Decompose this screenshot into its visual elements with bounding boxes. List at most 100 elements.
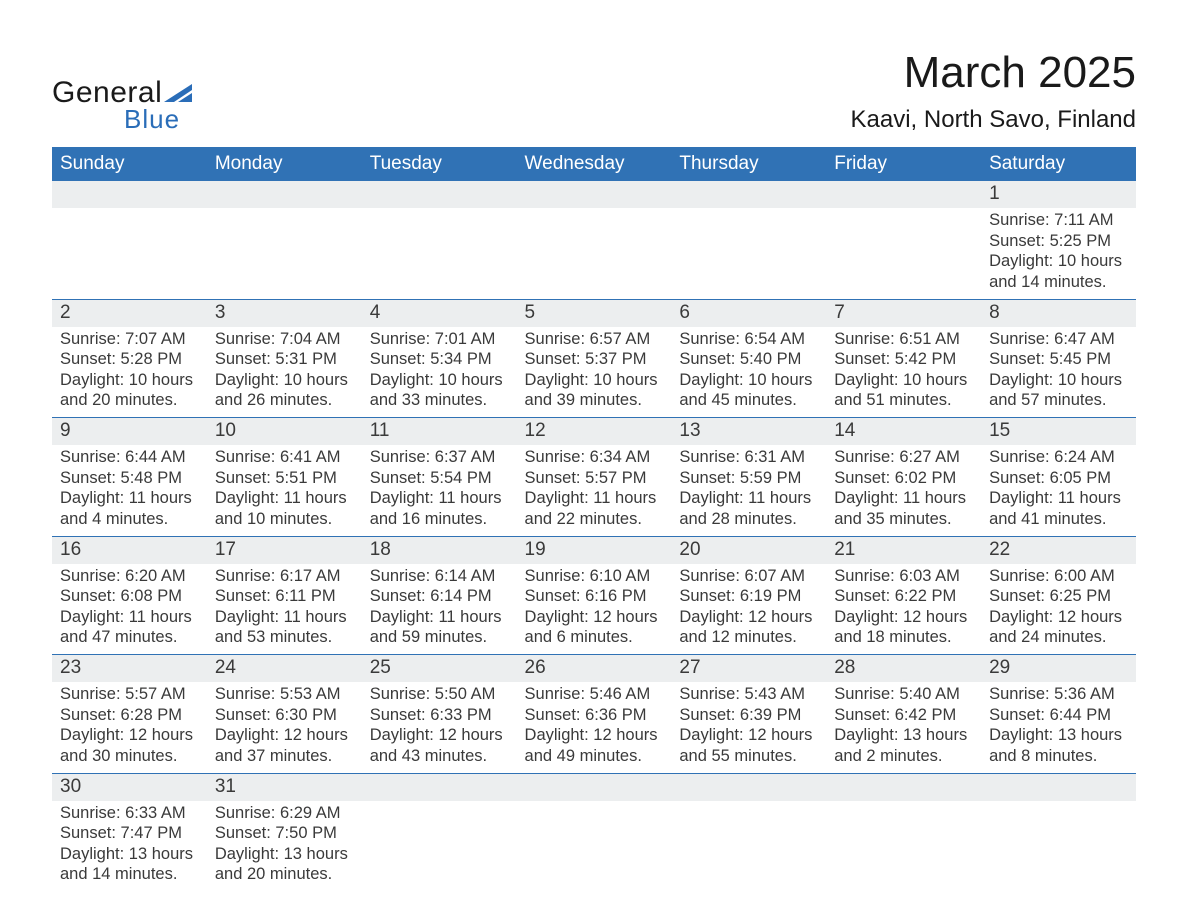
page-subtitle: Kaavi, North Savo, Finland [851,106,1136,134]
sunrise-line: Sunrise: 5:46 AM [525,684,664,705]
sunset-line: Sunset: 6:30 PM [215,705,354,726]
calendar-day-cell: 10Sunrise: 6:41 AMSunset: 5:51 PMDayligh… [207,417,362,536]
day-number: 28 [826,655,981,682]
calendar-day-cell: 3Sunrise: 7:04 AMSunset: 5:31 PMDaylight… [207,299,362,418]
sunset-line: Sunset: 6:19 PM [679,586,818,607]
sunrise-line: Sunrise: 5:50 AM [370,684,509,705]
day-details: Sunrise: 6:41 AMSunset: 5:51 PMDaylight:… [207,445,362,536]
day-number [981,774,1136,801]
calendar-week-row: 2Sunrise: 7:07 AMSunset: 5:28 PMDaylight… [52,299,1136,418]
daylight-line: Daylight: 11 hours and 41 minutes. [989,488,1128,529]
day-details: Sunrise: 5:50 AMSunset: 6:33 PMDaylight:… [362,682,517,773]
calendar-day-cell: 7Sunrise: 6:51 AMSunset: 5:42 PMDaylight… [826,299,981,418]
calendar-day-cell [207,181,362,299]
day-number: 18 [362,537,517,564]
day-number: 27 [671,655,826,682]
daylight-line: Daylight: 11 hours and 59 minutes. [370,607,509,648]
daylight-line: Daylight: 12 hours and 30 minutes. [60,725,199,766]
day-details: Sunrise: 6:34 AMSunset: 5:57 PMDaylight:… [517,445,672,536]
page-title: March 2025 [851,48,1136,98]
day-details: Sunrise: 6:20 AMSunset: 6:08 PMDaylight:… [52,564,207,655]
sunset-line: Sunset: 6:42 PM [834,705,973,726]
sunset-line: Sunset: 5:40 PM [679,349,818,370]
calendar-day-cell: 17Sunrise: 6:17 AMSunset: 6:11 PMDayligh… [207,536,362,655]
calendar-day-cell [52,181,207,299]
daylight-line: Daylight: 10 hours and 51 minutes. [834,370,973,411]
day-number: 10 [207,418,362,445]
day-details: Sunrise: 5:53 AMSunset: 6:30 PMDaylight:… [207,682,362,773]
day-details [362,208,517,216]
daylight-line: Daylight: 12 hours and 37 minutes. [215,725,354,766]
day-details: Sunrise: 6:27 AMSunset: 6:02 PMDaylight:… [826,445,981,536]
calendar-day-cell: 25Sunrise: 5:50 AMSunset: 6:33 PMDayligh… [362,654,517,773]
day-details: Sunrise: 6:54 AMSunset: 5:40 PMDaylight:… [671,327,826,418]
calendar-day-cell: 31Sunrise: 6:29 AMSunset: 7:50 PMDayligh… [207,773,362,892]
weekday-header-row: Sunday Monday Tuesday Wednesday Thursday… [52,147,1136,181]
calendar-day-cell [517,773,672,892]
calendar-day-cell: 5Sunrise: 6:57 AMSunset: 5:37 PMDaylight… [517,299,672,418]
calendar-day-cell [362,181,517,299]
sunrise-line: Sunrise: 5:57 AM [60,684,199,705]
day-details: Sunrise: 6:00 AMSunset: 6:25 PMDaylight:… [981,564,1136,655]
brand-triangle-icon [164,80,192,102]
calendar-day-cell: 18Sunrise: 6:14 AMSunset: 6:14 PMDayligh… [362,536,517,655]
daylight-line: Daylight: 12 hours and 55 minutes. [679,725,818,766]
sunset-line: Sunset: 7:47 PM [60,823,199,844]
day-details [207,208,362,216]
day-number [826,774,981,801]
day-details: Sunrise: 5:46 AMSunset: 6:36 PMDaylight:… [517,682,672,773]
sunrise-line: Sunrise: 6:47 AM [989,329,1128,350]
day-number: 21 [826,537,981,564]
sunrise-line: Sunrise: 6:10 AM [525,566,664,587]
daylight-line: Daylight: 11 hours and 35 minutes. [834,488,973,529]
daylight-line: Daylight: 10 hours and 20 minutes. [60,370,199,411]
daylight-line: Daylight: 10 hours and 45 minutes. [679,370,818,411]
day-details: Sunrise: 6:24 AMSunset: 6:05 PMDaylight:… [981,445,1136,536]
calendar-week-row: 9Sunrise: 6:44 AMSunset: 5:48 PMDaylight… [52,417,1136,536]
sunset-line: Sunset: 6:25 PM [989,586,1128,607]
sunrise-line: Sunrise: 5:43 AM [679,684,818,705]
day-details: Sunrise: 7:04 AMSunset: 5:31 PMDaylight:… [207,327,362,418]
day-number: 15 [981,418,1136,445]
calendar-day-cell: 8Sunrise: 6:47 AMSunset: 5:45 PMDaylight… [981,299,1136,418]
day-details [517,801,672,809]
calendar-week-row: 23Sunrise: 5:57 AMSunset: 6:28 PMDayligh… [52,654,1136,773]
calendar-day-cell: 29Sunrise: 5:36 AMSunset: 6:44 PMDayligh… [981,654,1136,773]
daylight-line: Daylight: 10 hours and 14 minutes. [989,251,1128,292]
sunrise-line: Sunrise: 7:04 AM [215,329,354,350]
sunrise-line: Sunrise: 5:53 AM [215,684,354,705]
sunset-line: Sunset: 5:51 PM [215,468,354,489]
daylight-line: Daylight: 13 hours and 14 minutes. [60,844,199,885]
sunset-line: Sunset: 6:39 PM [679,705,818,726]
calendar-day-cell: 1Sunrise: 7:11 AMSunset: 5:25 PMDaylight… [981,181,1136,299]
day-details: Sunrise: 6:37 AMSunset: 5:54 PMDaylight:… [362,445,517,536]
calendar-day-cell [362,773,517,892]
sunset-line: Sunset: 5:37 PM [525,349,664,370]
calendar-day-cell: 13Sunrise: 6:31 AMSunset: 5:59 PMDayligh… [671,417,826,536]
day-details: Sunrise: 6:14 AMSunset: 6:14 PMDaylight:… [362,564,517,655]
daylight-line: Daylight: 11 hours and 28 minutes. [679,488,818,529]
day-details [826,801,981,809]
calendar-day-cell: 22Sunrise: 6:00 AMSunset: 6:25 PMDayligh… [981,536,1136,655]
daylight-line: Daylight: 10 hours and 39 minutes. [525,370,664,411]
day-number: 2 [52,300,207,327]
day-number: 24 [207,655,362,682]
daylight-line: Daylight: 12 hours and 12 minutes. [679,607,818,648]
weekday-header: Tuesday [362,147,517,181]
day-details: Sunrise: 6:44 AMSunset: 5:48 PMDaylight:… [52,445,207,536]
day-number: 25 [362,655,517,682]
sunrise-line: Sunrise: 6:37 AM [370,447,509,468]
day-number [207,181,362,208]
day-details [671,208,826,216]
sunrise-line: Sunrise: 6:24 AM [989,447,1128,468]
daylight-line: Daylight: 11 hours and 47 minutes. [60,607,199,648]
calendar-day-cell: 19Sunrise: 6:10 AMSunset: 6:16 PMDayligh… [517,536,672,655]
calendar-week-row: 1Sunrise: 7:11 AMSunset: 5:25 PMDaylight… [52,181,1136,299]
day-details: Sunrise: 6:03 AMSunset: 6:22 PMDaylight:… [826,564,981,655]
sunrise-line: Sunrise: 6:07 AM [679,566,818,587]
day-details: Sunrise: 6:07 AMSunset: 6:19 PMDaylight:… [671,564,826,655]
sunset-line: Sunset: 6:16 PM [525,586,664,607]
sunrise-line: Sunrise: 6:31 AM [679,447,818,468]
daylight-line: Daylight: 11 hours and 4 minutes. [60,488,199,529]
day-details: Sunrise: 5:36 AMSunset: 6:44 PMDaylight:… [981,682,1136,773]
